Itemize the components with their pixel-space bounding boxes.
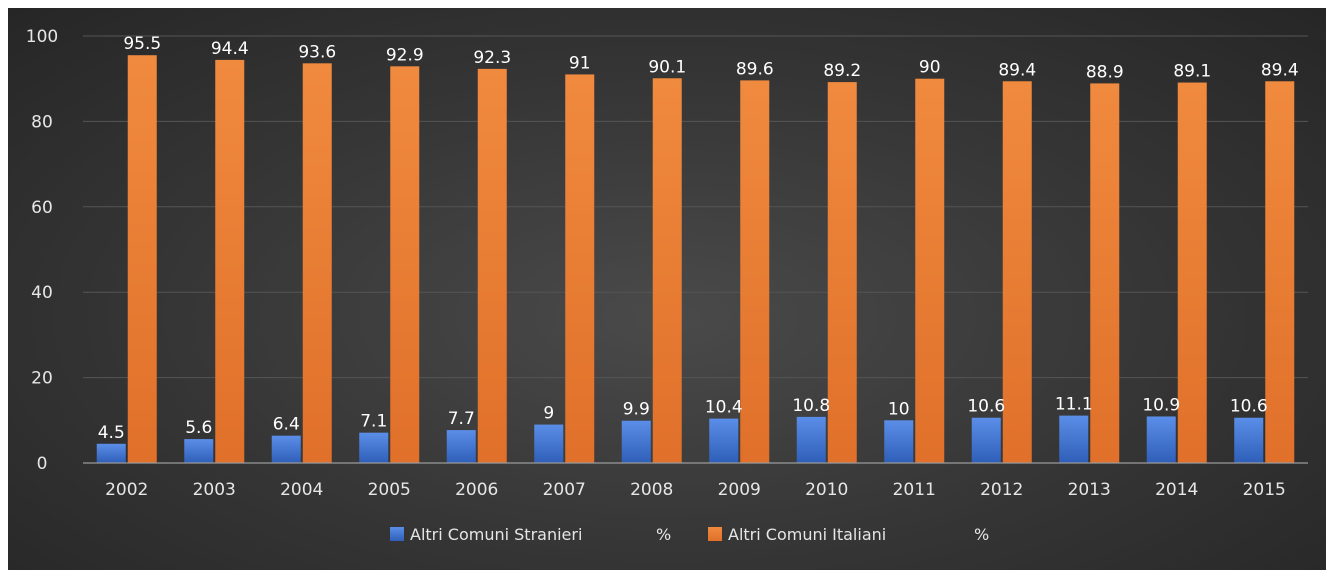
- x-tick-label: 2007: [543, 480, 586, 500]
- data-label: 89.6: [736, 59, 774, 79]
- x-tick-label: 2012: [980, 480, 1023, 500]
- y-tick-label: 60: [31, 198, 53, 218]
- bar-italiani: [302, 63, 332, 463]
- x-tick-label: 2009: [718, 480, 761, 500]
- x-tick-label: 2002: [105, 480, 148, 500]
- bar-italiani: [1177, 82, 1207, 463]
- bar-stranieri: [621, 420, 651, 463]
- gridlines: [83, 35, 1308, 379]
- data-label: 89.4: [998, 60, 1036, 80]
- data-label: 10.8: [792, 396, 830, 416]
- y-tick-label: 100: [26, 27, 58, 47]
- bar-stranieri: [1234, 417, 1264, 463]
- data-label: 91: [569, 53, 591, 73]
- bar-italiani: [1090, 83, 1120, 463]
- data-label: 89.4: [1261, 60, 1299, 80]
- data-label: 10.6: [967, 397, 1005, 417]
- bar-italiani: [127, 55, 157, 464]
- data-label: 92.9: [386, 45, 424, 65]
- x-tick-label: 2005: [368, 480, 411, 500]
- bar-stranieri: [534, 424, 564, 463]
- bar-stranieri: [1146, 416, 1176, 463]
- bar-italiani: [827, 82, 857, 463]
- bars: [96, 55, 1295, 464]
- y-tick-label: 80: [31, 112, 53, 132]
- bar-stranieri: [184, 439, 214, 463]
- bar-italiani: [390, 66, 420, 463]
- data-label: 90.1: [648, 57, 686, 77]
- legend: Altri Comuni Stranieri% Altri Comuni Ital…: [390, 525, 989, 544]
- y-tick-label: 20: [31, 369, 53, 389]
- bar-italiani: [215, 59, 245, 464]
- data-label: 6.4: [273, 415, 300, 435]
- data-label: 7.1: [360, 412, 387, 432]
- y-tick-label: 0: [37, 454, 48, 474]
- bar-stranieri: [446, 430, 476, 463]
- data-label: 10.4: [705, 398, 743, 418]
- x-tick-label: 2006: [455, 480, 498, 500]
- bar-stranieri: [884, 420, 914, 463]
- data-label: 89.1: [1173, 62, 1211, 82]
- legend-unit: %: [974, 525, 989, 544]
- legend-unit: %: [656, 525, 671, 544]
- bar-italiani: [1002, 81, 1032, 464]
- bar-italiani: [915, 78, 945, 463]
- bar-stranieri: [271, 435, 301, 463]
- bar-stranieri: [1059, 415, 1089, 463]
- bar-italiani: [740, 80, 770, 464]
- x-axis: 2002 2003 2004 2005 2006 2007 2008 2009 2010 2011…: [83, 462, 1308, 500]
- data-labels: 4.5 95.5 5.6 94.4 6.4 93.6 7.1 92.9 7.7 92.3 9 91 9.…: [98, 34, 1299, 443]
- x-tick-label: 2011: [893, 480, 936, 500]
- bar-stranieri: [971, 417, 1001, 463]
- data-label: 10.6: [1230, 397, 1268, 417]
- data-label: 9.9: [623, 400, 650, 420]
- data-label: 4.5: [98, 423, 125, 443]
- data-label: 95.5: [123, 34, 161, 54]
- data-label: 10.9: [1142, 395, 1180, 415]
- data-label: 5.6: [185, 418, 212, 438]
- bar-stranieri: [796, 416, 826, 463]
- x-tick-label: 2013: [1068, 480, 1111, 500]
- bar-italiani: [1265, 81, 1295, 464]
- data-label: 10: [888, 399, 910, 419]
- data-label: 11.1: [1055, 395, 1093, 415]
- bar-italiani: [652, 78, 682, 463]
- x-tick-label: 2014: [1155, 480, 1198, 500]
- legend-swatch: [708, 527, 722, 541]
- y-axis: 0 20 40 60 80 100: [26, 27, 58, 474]
- x-tick-label: 2010: [805, 480, 848, 500]
- chart-container: 0 20 40 60 80 100 4.5 95.5 5.6 94.4 6.4 93.6 7.1 92.…: [8, 8, 1326, 570]
- legend-swatch: [390, 527, 404, 541]
- data-label: 92.3: [473, 48, 511, 68]
- data-label: 94.4: [211, 39, 249, 59]
- bar-stranieri: [359, 432, 389, 463]
- y-tick-label: 40: [31, 283, 53, 303]
- data-label: 7.7: [448, 409, 475, 429]
- bar-stranieri: [96, 443, 126, 463]
- data-label: 9: [543, 404, 554, 424]
- bar-italiani: [565, 74, 595, 464]
- bar-stranieri: [709, 418, 739, 463]
- data-label: 88.9: [1086, 62, 1124, 82]
- bar-italiani: [477, 68, 507, 463]
- data-label: 89.2: [823, 61, 861, 81]
- x-tick-label: 2003: [193, 480, 236, 500]
- x-tick-label: 2015: [1243, 480, 1286, 500]
- data-label: 93.6: [298, 42, 336, 62]
- bar-chart: 0 20 40 60 80 100 4.5 95.5 5.6 94.4 6.4 93.6 7.1 92.…: [26, 27, 1308, 544]
- x-tick-label: 2004: [280, 480, 323, 500]
- data-label: 90: [919, 58, 941, 78]
- legend-label: Altri Comuni Italiani: [728, 525, 886, 544]
- legend-label: Altri Comuni Stranieri: [410, 525, 582, 544]
- x-tick-label: 2008: [630, 480, 673, 500]
